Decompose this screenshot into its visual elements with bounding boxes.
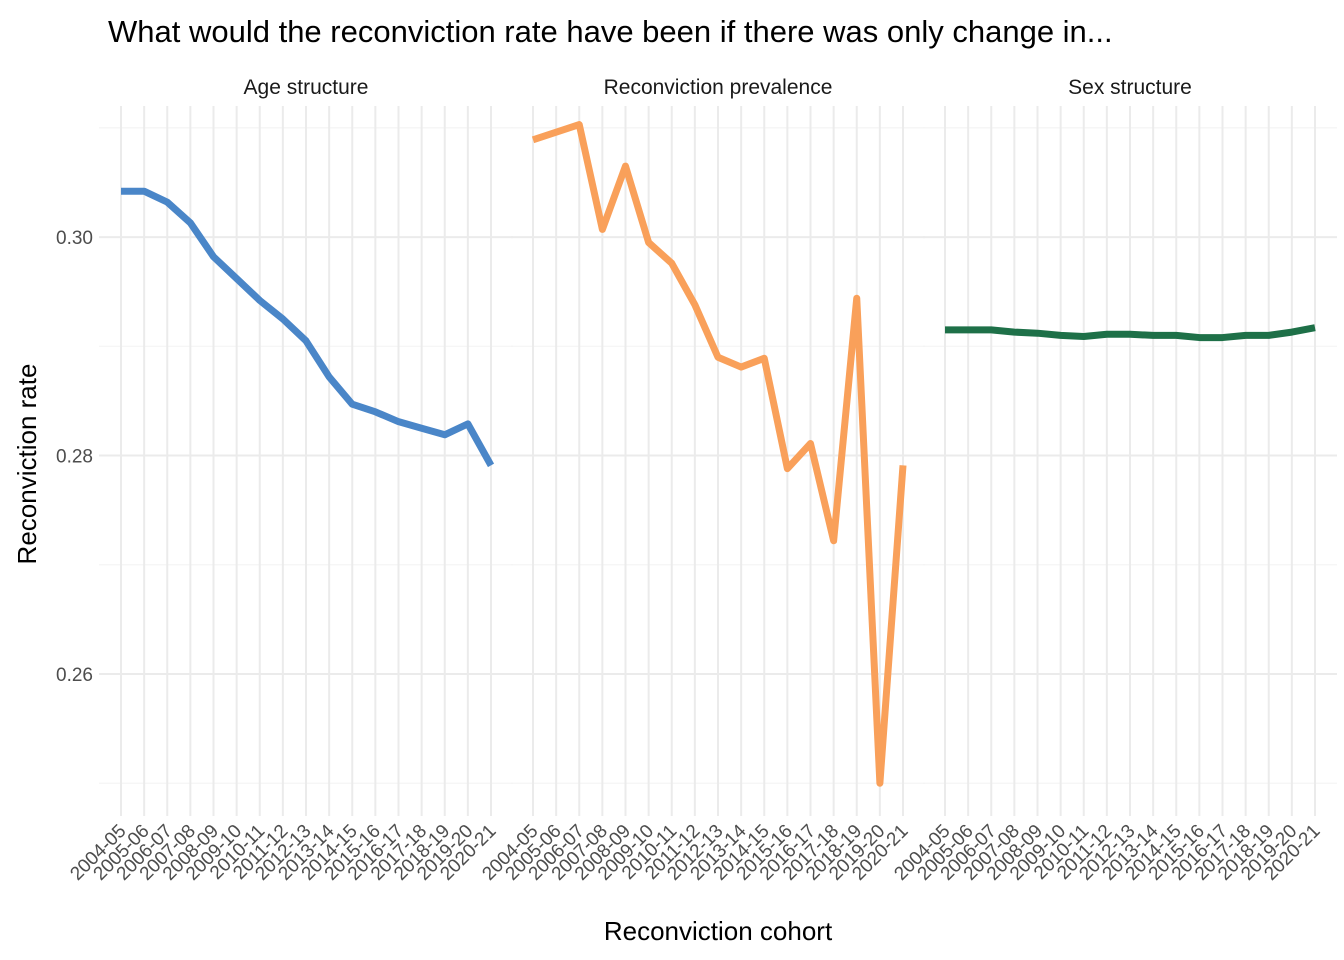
facet-panel: Sex structure2004-052005-062006-072007-0…: [890, 76, 1337, 885]
facet-panel: Reconviction prevalence2004-052005-06200…: [478, 76, 925, 885]
facet-label: Sex structure: [1068, 76, 1192, 99]
facet-panel: Age structure2004-052005-062006-072007-0…: [66, 76, 513, 885]
facet-label: Reconviction prevalence: [604, 76, 833, 99]
facet-label: Age structure: [244, 76, 369, 99]
chart-title: What would the reconviction rate have be…: [108, 14, 1113, 49]
y-tick-label: 0.26: [56, 665, 93, 686]
y-tick-label: 0.30: [56, 228, 93, 249]
x-axis-title: Reconviction cohort: [604, 916, 833, 946]
facet-panels: Age structure2004-052005-062006-072007-0…: [66, 76, 1337, 885]
y-tick-label: 0.28: [56, 447, 93, 468]
y-axis-title: Reconviction rate: [12, 364, 42, 565]
y-axis: 0.26 0.28 0.30: [56, 228, 93, 686]
